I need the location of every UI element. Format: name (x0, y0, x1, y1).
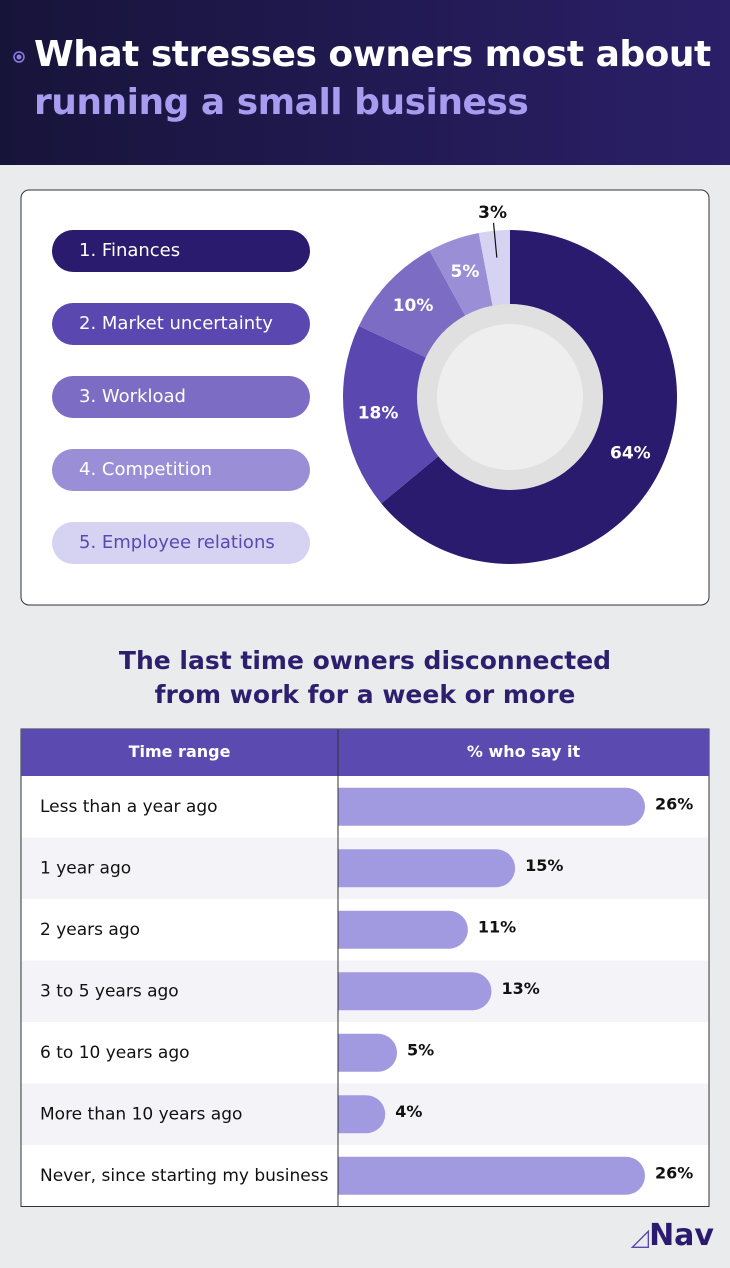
chart-title: The last time owners disconnected from w… (118, 646, 612, 709)
row-band (21, 960, 709, 1022)
row-band (21, 1083, 709, 1145)
donut-slice (478, 230, 510, 306)
value-label: 26% (655, 794, 693, 813)
brand-name: Nav (649, 1218, 714, 1253)
bullet (13, 51, 25, 63)
legend-pill (52, 522, 310, 564)
donut-chart: 64% 1. Finances 18% 2. Market uncertainty 10… (20, 189, 710, 606)
title-highlight: running a small business (34, 82, 529, 123)
row-band (21, 837, 709, 899)
value-label: 26% (655, 1163, 693, 1182)
legend-label: 3. Workload (79, 386, 186, 407)
bar (338, 1033, 398, 1072)
slice-label: 10% (393, 296, 434, 316)
brand-logo: ◿Nav (630, 1218, 714, 1253)
bar (338, 972, 492, 1011)
donut-slice (381, 230, 677, 565)
bar (338, 910, 468, 949)
legend-label: 4. Competition (79, 459, 212, 480)
legend-pill (52, 303, 310, 345)
column-header: % who say it (467, 742, 581, 761)
value-label: 15% (525, 856, 563, 875)
legend-label: 1. Finances (79, 240, 180, 261)
value-label: 4% (395, 1102, 422, 1121)
legend-pill (52, 230, 310, 272)
table-header (21, 729, 709, 776)
row-label: Less than a year ago (40, 797, 218, 817)
bar (338, 787, 645, 826)
legend-pill (52, 376, 310, 418)
row-label: 1 year ago (40, 858, 131, 878)
bar (338, 849, 516, 888)
bar (338, 1095, 386, 1134)
row-label: 3 to 5 years ago (40, 981, 179, 1001)
slice-label: 5% (451, 262, 480, 282)
legend-label: 5. Employee relations (79, 532, 275, 553)
column-header: Time range (129, 742, 231, 761)
donut-hole (437, 324, 583, 470)
donut-slice (343, 325, 439, 504)
slice-label: 3% (478, 203, 507, 223)
table-frame (20, 728, 710, 1207)
donut-slice (358, 250, 466, 358)
donut-slice (429, 232, 493, 316)
bar (338, 1156, 645, 1195)
leader-line (492, 222, 498, 258)
legend-pill (52, 449, 310, 491)
row-label: More than 10 years ago (40, 1104, 242, 1124)
header: What stresses owners most about running … (0, 0, 730, 165)
value-label: 5% (407, 1040, 434, 1059)
legend-label: 2. Market uncertainty (79, 313, 273, 334)
value-label: 11% (478, 917, 516, 936)
row-label: 2 years ago (40, 920, 140, 940)
row-label: 6 to 10 years ago (40, 1043, 190, 1063)
title: What stresses owners most about (34, 34, 711, 75)
slice-label: 64% (610, 444, 651, 464)
row-label: Never, since starting my business (40, 1166, 329, 1186)
value-label: 13% (502, 979, 540, 998)
slice-label: 18% (358, 404, 399, 424)
